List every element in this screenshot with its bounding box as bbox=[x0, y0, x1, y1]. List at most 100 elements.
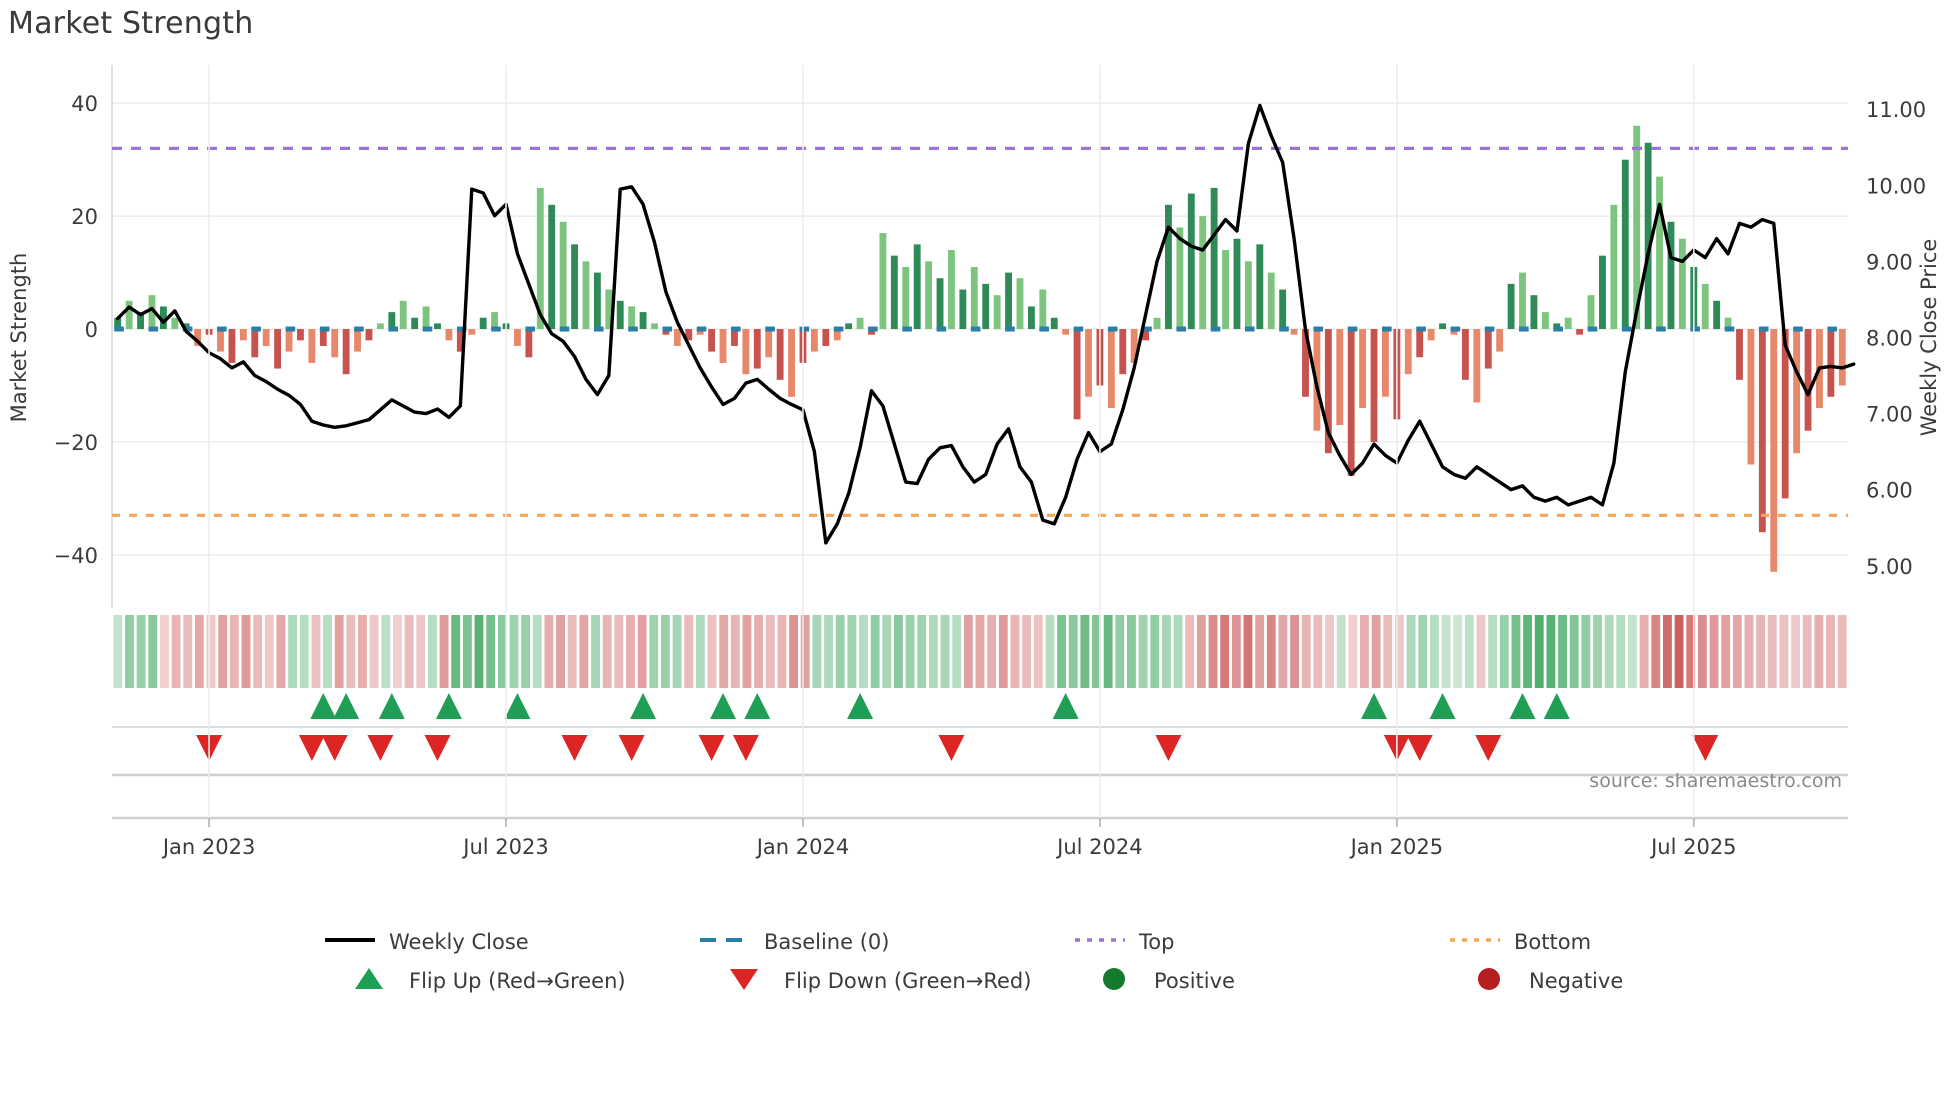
heatmap-cell bbox=[416, 615, 426, 688]
strength-bar bbox=[1005, 272, 1012, 330]
heatmap-cell bbox=[672, 615, 682, 688]
strength-bar bbox=[274, 329, 282, 369]
heatmap-cell bbox=[1301, 615, 1311, 688]
heatmap-cell bbox=[311, 615, 321, 688]
strength-bar bbox=[171, 317, 179, 330]
legend-label[interactable]: Baseline (0) bbox=[764, 930, 889, 954]
heatmap-cell bbox=[917, 615, 927, 688]
heatmap-cell bbox=[591, 615, 600, 688]
flip-up-marker bbox=[1361, 693, 1388, 719]
heatmap-cell bbox=[1453, 615, 1463, 688]
strength-bar bbox=[468, 329, 476, 335]
heatmap-cell bbox=[497, 615, 507, 688]
strength-bar bbox=[742, 329, 750, 375]
baseline-segment bbox=[1039, 326, 1049, 332]
strength-bar bbox=[354, 329, 361, 352]
strength-bar bbox=[982, 283, 990, 330]
strength-bar bbox=[1747, 329, 1755, 465]
heatmap-cell bbox=[812, 615, 822, 688]
heatmap-cell bbox=[299, 615, 309, 688]
strength-bar bbox=[1496, 329, 1504, 352]
strength-bar bbox=[1244, 261, 1252, 330]
flip-up-marker bbox=[710, 693, 737, 719]
legend-label[interactable]: Bottom bbox=[1514, 930, 1591, 954]
strength-bar bbox=[1256, 244, 1264, 330]
left-axis-tick: −20 bbox=[54, 431, 98, 455]
baseline-segment bbox=[491, 326, 501, 332]
baseline-segment bbox=[1279, 326, 1289, 332]
strength-bar bbox=[1336, 329, 1344, 425]
baseline-segment bbox=[1519, 326, 1529, 332]
heatmap-cell bbox=[1150, 615, 1160, 688]
legend-label[interactable]: Positive bbox=[1154, 969, 1235, 993]
heatmap-cell bbox=[1499, 615, 1509, 688]
heatmap-cell bbox=[1406, 615, 1416, 688]
heatmap-cell bbox=[1674, 615, 1684, 688]
heatmap-cell bbox=[369, 615, 379, 688]
heatmap-cell bbox=[1022, 615, 1032, 688]
strength-bar bbox=[342, 329, 350, 375]
strength-bar bbox=[114, 317, 122, 330]
strength-bar bbox=[902, 266, 910, 330]
left-axis-title: Market Strength bbox=[7, 253, 31, 423]
strength-bar bbox=[1770, 329, 1778, 572]
strength-bar bbox=[879, 233, 887, 330]
legend-label[interactable]: Weekly Close bbox=[389, 930, 529, 954]
left-axis-tick: −40 bbox=[54, 544, 98, 568]
strength-bar bbox=[399, 300, 407, 330]
baseline-segment bbox=[1347, 326, 1358, 332]
strength-bar bbox=[913, 244, 921, 330]
legend-label[interactable]: Negative bbox=[1529, 969, 1623, 993]
left-axis-tick: 40 bbox=[71, 92, 98, 116]
heatmap-cell bbox=[1791, 615, 1800, 688]
strength-bar bbox=[1724, 317, 1732, 330]
strength-bar bbox=[1176, 227, 1184, 330]
strength-bar bbox=[662, 329, 670, 335]
strength-bar bbox=[1587, 295, 1595, 330]
strength-bar bbox=[1279, 289, 1287, 330]
flip-down-marker bbox=[732, 735, 759, 761]
heatmap-cell bbox=[393, 615, 402, 688]
strength-bar bbox=[856, 317, 864, 330]
legend-label[interactable]: Top bbox=[1138, 930, 1174, 954]
baseline-segment bbox=[662, 326, 673, 332]
heatmap-cell bbox=[649, 615, 659, 688]
heatmap-cell bbox=[334, 615, 344, 688]
flip-up-marker bbox=[1509, 693, 1536, 719]
heatmap-cell bbox=[742, 615, 752, 688]
strength-bar bbox=[970, 266, 978, 330]
strength-bar bbox=[1713, 300, 1721, 330]
strength-bar bbox=[1142, 329, 1150, 341]
strength-bar bbox=[559, 221, 567, 330]
strength-bar bbox=[1027, 306, 1035, 330]
baseline-segment bbox=[1107, 326, 1118, 332]
heatmap-cell bbox=[859, 615, 868, 688]
heatmap-cell bbox=[824, 615, 833, 688]
baseline-segment bbox=[593, 326, 604, 332]
baseline-segment bbox=[1758, 326, 1769, 332]
strength-bar bbox=[1644, 142, 1652, 330]
heatmap-cell bbox=[1488, 615, 1498, 688]
heatmap-cell bbox=[439, 615, 449, 688]
heatmap-cell bbox=[684, 615, 694, 688]
heatmap-cell bbox=[1662, 615, 1672, 688]
heatmap-cell bbox=[1395, 615, 1404, 688]
heatmap-cell bbox=[1721, 615, 1731, 688]
flip-down-marker bbox=[321, 735, 348, 761]
flip-down-marker bbox=[367, 735, 394, 761]
heatmap-cell bbox=[1651, 615, 1661, 688]
flip-down-marker bbox=[1155, 735, 1182, 761]
strength-bar bbox=[993, 295, 1001, 330]
legend-label[interactable]: Flip Up (Red→Green) bbox=[409, 969, 626, 993]
heatmap-cell bbox=[1837, 615, 1847, 688]
heatmap-cell bbox=[1092, 615, 1101, 688]
baseline-segment bbox=[525, 326, 536, 332]
flip-down-marker bbox=[298, 735, 325, 761]
strength-bar bbox=[1382, 329, 1389, 397]
baseline-segment bbox=[970, 326, 981, 332]
legend-label[interactable]: Flip Down (Green→Red) bbox=[784, 969, 1031, 993]
x-axis: Jan 2023 Jul 2023 Jan 2024 Jul 2024 Jan 2025… bbox=[112, 65, 1848, 859]
strength-bar bbox=[125, 300, 133, 330]
baseline-segment bbox=[868, 326, 878, 332]
heatmap-cell bbox=[1826, 615, 1835, 688]
